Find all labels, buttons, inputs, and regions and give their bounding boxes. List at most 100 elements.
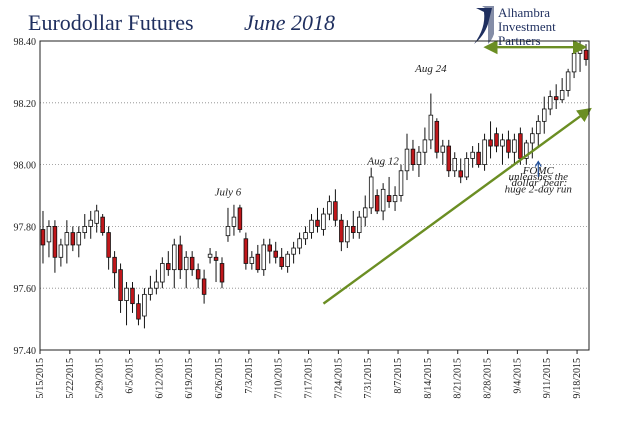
- candle-body-down: [333, 201, 338, 221]
- candle: [506, 130, 511, 159]
- candle-body-up: [291, 247, 296, 255]
- candle: [40, 210, 46, 264]
- candle-body-up: [422, 139, 428, 153]
- candle-body-down: [100, 216, 105, 233]
- candle-body-down: [434, 120, 440, 153]
- annotation-label: 'dollar' bear:: [509, 177, 567, 189]
- annotation-label: unleashes the: [508, 171, 568, 183]
- candle: [201, 269, 207, 304]
- candle: [76, 226, 82, 258]
- chart-title-text: Eurodollar Futures: [28, 10, 194, 35]
- candle: [398, 164, 404, 202]
- candle-body-down: [112, 256, 117, 274]
- candle: [452, 152, 457, 177]
- candle-body-down: [118, 269, 123, 301]
- candle: [213, 251, 219, 283]
- x-tick-label: 6/26/2015: [214, 358, 225, 399]
- candle-body-down: [136, 303, 141, 320]
- candle: [464, 152, 469, 181]
- candle: [541, 96, 547, 134]
- candle-body-down: [106, 232, 111, 258]
- candle-body-down: [177, 244, 183, 271]
- candle: [46, 220, 52, 258]
- candle: [583, 44, 589, 66]
- x-tick-label: 8/14/2015: [423, 358, 434, 399]
- y-axis: 97.40 97.60 97.80 98.00 98.20 98.40: [14, 37, 37, 357]
- candle-body-down: [267, 244, 272, 252]
- candle-body-up: [380, 188, 386, 212]
- x-tick-label: 9/18/2015: [572, 358, 583, 399]
- candle: [339, 214, 344, 252]
- x-tick-label: 6/12/2015: [154, 358, 165, 399]
- candle-body-up: [261, 244, 267, 271]
- y-tick-label: 97.80: [14, 222, 37, 233]
- trend-lines: [322, 39, 592, 305]
- candle: [249, 251, 255, 270]
- candle-body-down: [583, 49, 589, 60]
- candle: [494, 127, 499, 153]
- candle: [112, 251, 117, 289]
- candle: [512, 133, 517, 165]
- candle: [488, 121, 493, 159]
- candles: [40, 41, 589, 329]
- candle-body-down: [374, 195, 380, 212]
- y-gridlines: [40, 102, 589, 289]
- x-tick-label: 6/19/2015: [184, 358, 195, 399]
- candle-body-up: [327, 201, 332, 215]
- candle-body-down: [476, 151, 481, 166]
- annotation-label: July 6: [215, 187, 242, 199]
- candle-body-up: [154, 281, 159, 289]
- candle: [386, 176, 392, 208]
- candle-body-up: [398, 170, 404, 196]
- candle: [404, 133, 410, 181]
- x-tick-label: 8/28/2015: [483, 358, 494, 399]
- candle: [183, 251, 189, 289]
- x-tick-label: 5/29/2015: [95, 358, 106, 399]
- candle-body-up: [76, 232, 82, 246]
- candle: [261, 238, 267, 276]
- candle: [70, 226, 76, 252]
- candle-body-down: [70, 232, 76, 246]
- y-tick-label: 97.40: [14, 346, 37, 357]
- candle: [285, 251, 290, 273]
- candle: [166, 251, 171, 276]
- candle: [333, 189, 338, 227]
- candle-body-up: [524, 142, 529, 159]
- candle-body-down: [386, 195, 392, 203]
- candle-body-down: [213, 256, 219, 261]
- candle-body-down: [195, 269, 201, 280]
- candle: [482, 133, 487, 171]
- candle-body-up: [571, 52, 577, 73]
- x-tick-label: 7/17/2015: [304, 358, 315, 399]
- x-tick-label: 7/3/2015: [244, 358, 255, 394]
- candle: [380, 183, 386, 221]
- candle: [219, 257, 225, 289]
- candle: [458, 158, 463, 184]
- candle: [428, 93, 434, 150]
- candle-body-up: [357, 216, 362, 233]
- candle-body-down: [219, 263, 225, 283]
- candle-body-up: [148, 287, 153, 295]
- y-tick-label: 98.20: [14, 99, 37, 110]
- candle: [345, 220, 350, 249]
- candle-body-down: [518, 133, 523, 159]
- plot-frame: [39, 40, 590, 351]
- candle-body-down: [279, 256, 284, 267]
- candle: [243, 232, 249, 270]
- candle: [500, 133, 505, 165]
- candle: [351, 210, 356, 239]
- candle-body-down: [315, 219, 320, 227]
- candle: [530, 127, 535, 159]
- candle: [100, 214, 105, 236]
- candle: [207, 248, 213, 264]
- candle: [362, 195, 368, 227]
- candle: [357, 210, 362, 239]
- candle: [225, 207, 231, 242]
- brand-line-1: Alhambra: [498, 5, 550, 20]
- candle-body-up: [500, 139, 505, 147]
- candle: [255, 244, 261, 273]
- candle-body-up: [82, 225, 88, 233]
- candle-body-down: [494, 133, 499, 147]
- candle: [368, 167, 374, 215]
